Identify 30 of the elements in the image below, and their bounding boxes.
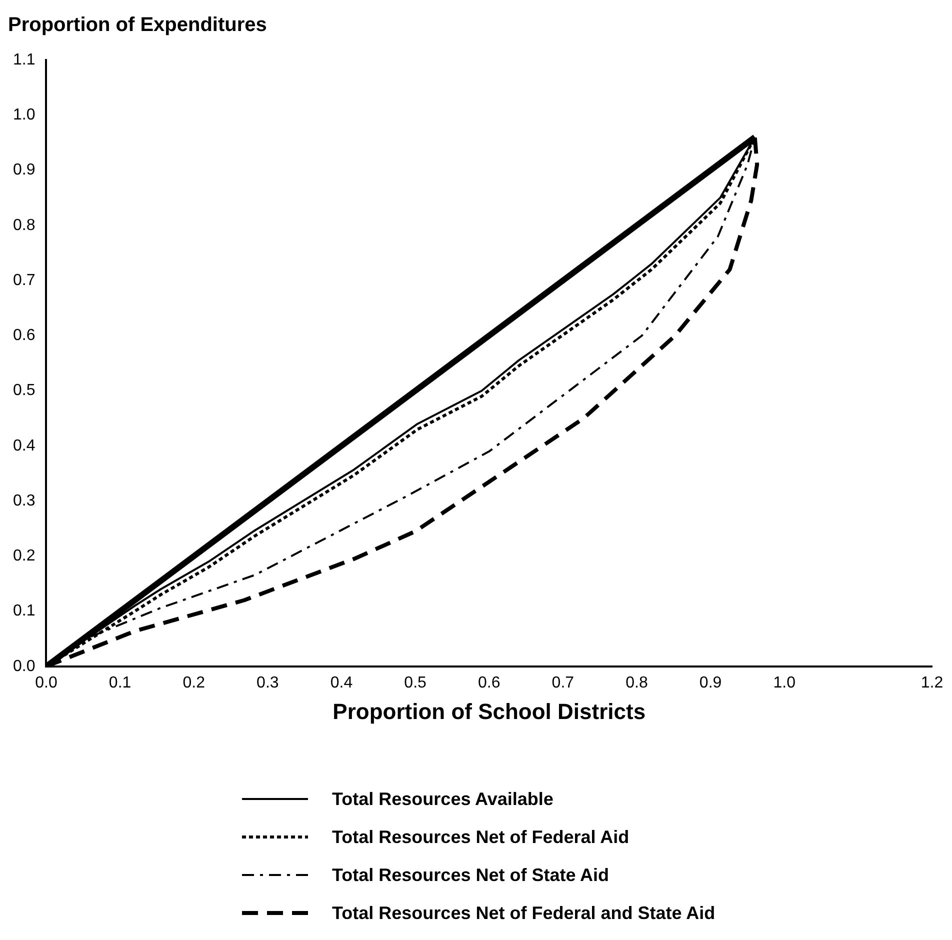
x-tick-label: 0.4 (330, 674, 353, 692)
y-tick-label: 0.1 (12, 602, 36, 620)
legend-label: Total Resources Net of Federal Aid (332, 826, 630, 848)
y-axis-title: Proportion of Expenditures (8, 14, 267, 37)
x-tick-label: 1.0 (773, 674, 796, 692)
legend-label: Total Resources Net of Federal and State Aid (332, 902, 716, 924)
x-tick-label: 0.0 (35, 674, 58, 692)
x-axis-title: Proportion of School Districts (332, 698, 646, 724)
y-tick-label: 0.8 (12, 216, 36, 234)
y-tick-label: 1.1 (12, 51, 36, 68)
x-tick-label: 0.9 (699, 674, 722, 692)
y-tick-label: 0.5 (12, 382, 36, 400)
legend-label: Total Resources Net of State Aid (332, 864, 610, 886)
y-tick-label: 0.3 (12, 492, 36, 510)
y-tick-label: 0.0 (12, 658, 36, 675)
x-tick-label: 0.7 (552, 674, 574, 692)
x-tick-label: 0.2 (182, 674, 206, 692)
x-tick-label: 1.2 (920, 674, 944, 692)
x-tick-label: 0.3 (256, 674, 279, 692)
y-tick-label: 0.7 (12, 272, 36, 289)
y-tick-label: 1.0 (12, 106, 36, 124)
y-tick-label: 0.2 (12, 548, 36, 565)
legend-label: Total Resources Available (332, 788, 554, 810)
x-tick-label: 0.8 (626, 674, 648, 692)
x-tick-label: 0.1 (108, 674, 132, 692)
y-tick-label: 0.4 (12, 437, 36, 454)
y-tick-label: 0.6 (12, 327, 36, 344)
x-tick-label: 0.6 (478, 674, 500, 692)
y-tick-label: 0.9 (12, 162, 36, 179)
x-tick-label: 0.5 (404, 674, 427, 692)
